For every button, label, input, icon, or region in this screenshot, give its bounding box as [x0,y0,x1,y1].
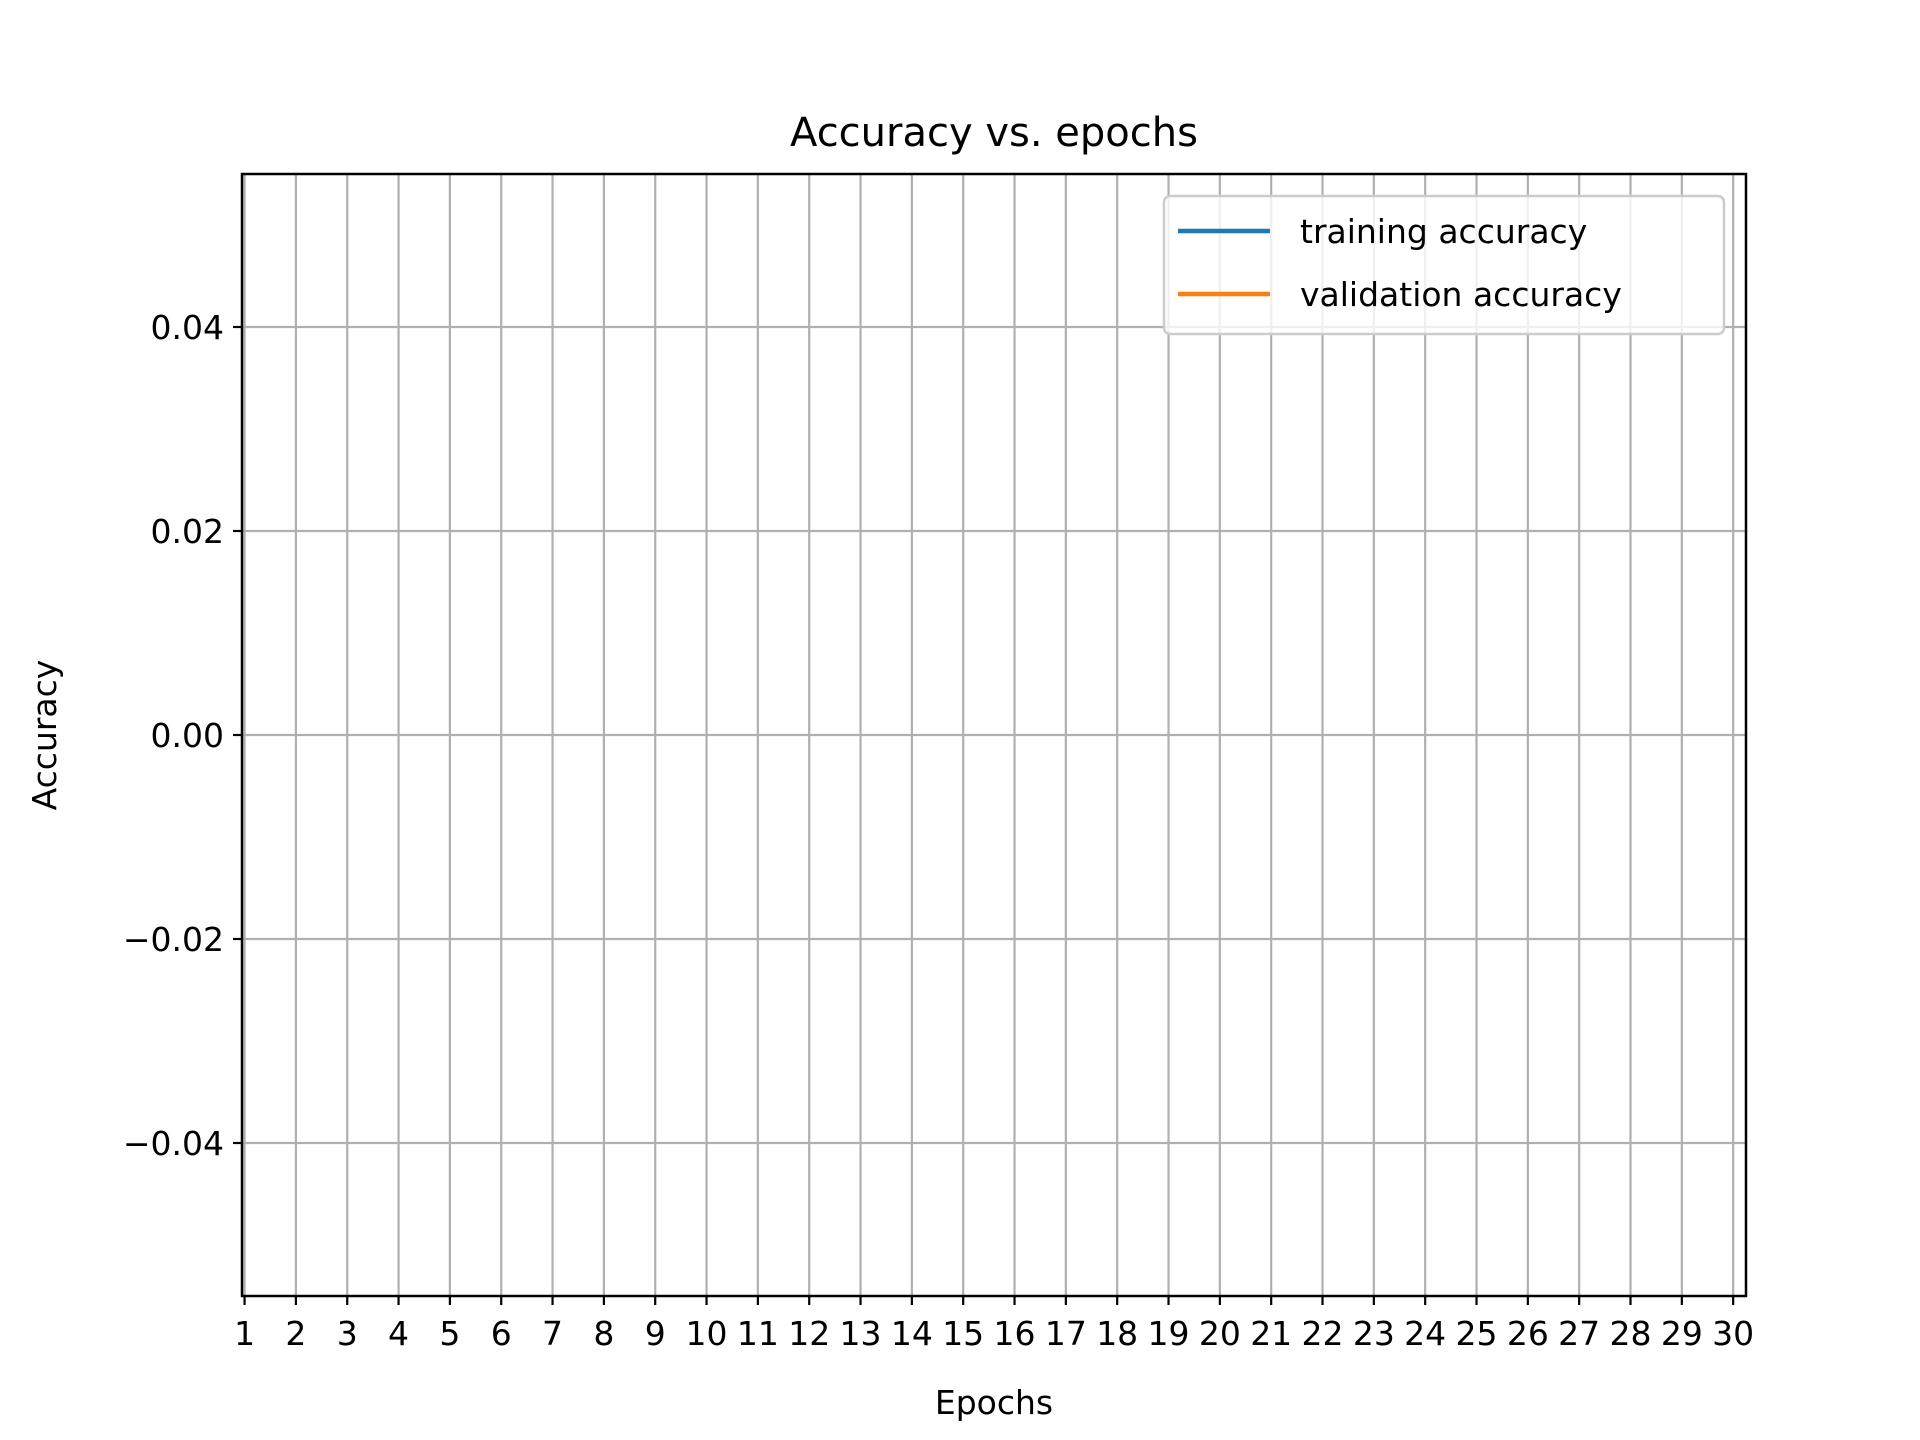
x-tick-label: 22 [1302,1314,1344,1353]
x-tick-label: 10 [686,1314,728,1353]
x-tick-label: 5 [439,1314,460,1353]
x-tick-label: 21 [1250,1314,1292,1353]
x-tick-label: 27 [1558,1314,1600,1353]
x-tick-label: 23 [1353,1314,1395,1353]
x-tick-label: 29 [1661,1314,1703,1353]
legend-label-validation-accuracy: validation accuracy [1300,275,1622,314]
x-axis-label: Epochs [935,1383,1053,1422]
x-tick-label: 7 [542,1314,563,1353]
x-tick-label: 16 [994,1314,1036,1353]
y-tick-label: 0.04 [151,308,224,347]
x-tick-label: 26 [1507,1314,1549,1353]
x-tick-label: 4 [388,1314,409,1353]
x-tick-label: 17 [1045,1314,1087,1353]
x-tick-label: 19 [1148,1314,1190,1353]
x-tick-label: 20 [1199,1314,1241,1353]
x-tick-label: 1 [234,1314,255,1353]
chart-title: Accuracy vs. epochs [790,110,1198,156]
x-tick-label: 24 [1404,1314,1446,1353]
x-tick-label: 30 [1712,1314,1754,1353]
y-tick-label: 0.02 [151,512,224,551]
x-tick-label: 28 [1610,1314,1652,1353]
x-tick-label: 14 [891,1314,933,1353]
x-tick-label: 8 [593,1314,614,1353]
x-tick-label: 18 [1096,1314,1138,1353]
x-tick-label: 9 [645,1314,666,1353]
x-tick-label: 2 [285,1314,306,1353]
legend-label-training-accuracy: training accuracy [1300,212,1587,251]
x-tick-label: 11 [737,1314,779,1353]
ticks-layer: 1 2 3 4 5 6 7 8 9 10 11 12 13 14 15 16 17 18 19 20 21 22 23 24 2… [123,308,1754,1353]
y-tick-label: −0.02 [123,920,224,959]
x-tick-label: 6 [491,1314,512,1353]
x-tick-label: 13 [840,1314,882,1353]
y-axis-label: Accuracy [25,660,64,811]
x-tick-label: 25 [1456,1314,1498,1353]
y-tick-label: −0.04 [123,1124,224,1163]
x-tick-label: 3 [337,1314,358,1353]
legend: training accuracy validation accuracy [1162,194,1726,336]
y-tick-label: 0.00 [151,716,224,755]
legend-box [1162,194,1726,336]
x-tick-label: 15 [942,1314,984,1353]
x-tick-label: 12 [788,1314,830,1353]
